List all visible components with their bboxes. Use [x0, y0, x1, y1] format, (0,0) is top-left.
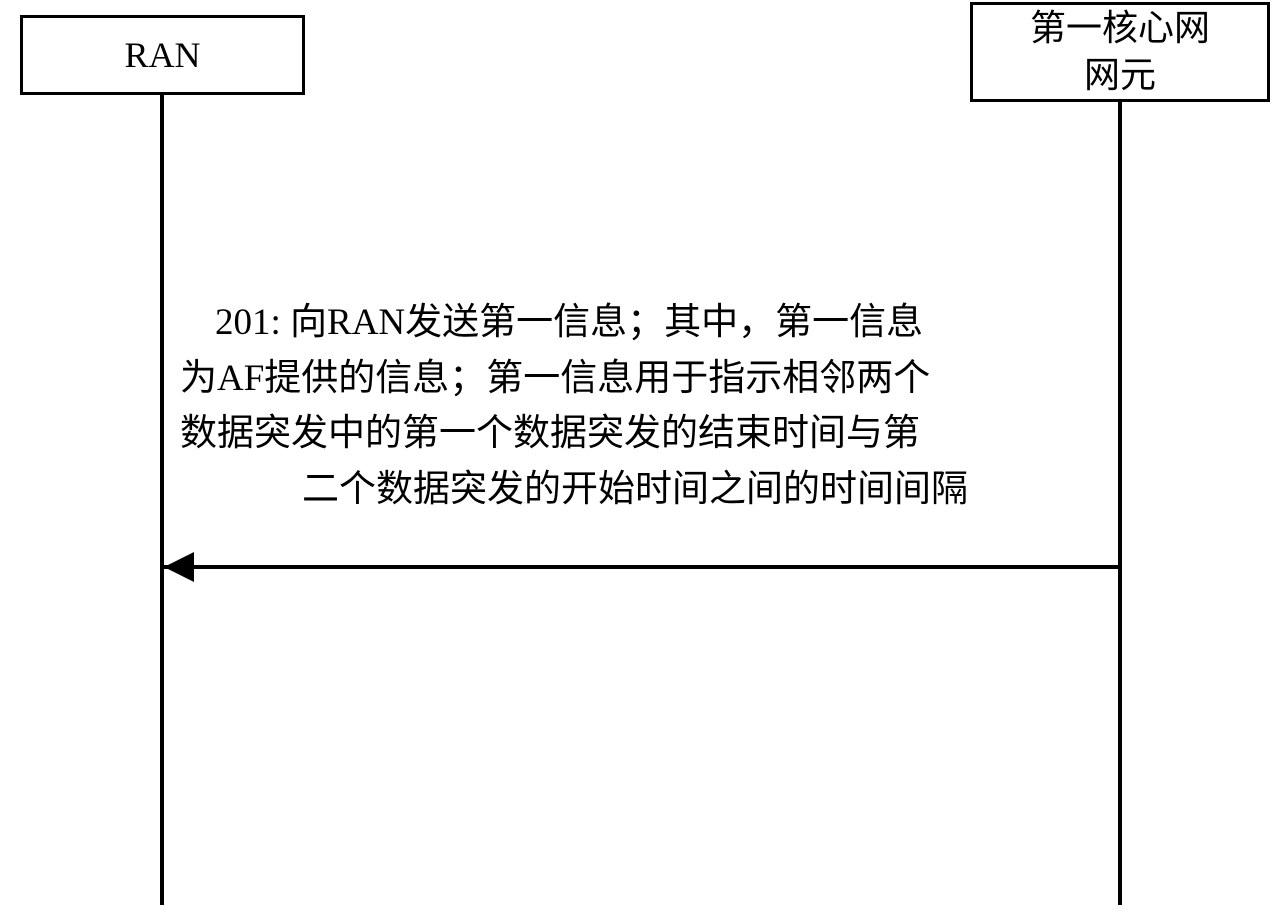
message-text-line4: 二个数据突发的开始时间之间的时间间隔 — [180, 462, 1090, 518]
actor-label-line2: 网元 — [1030, 52, 1210, 99]
actor-box-ran: RAN — [20, 15, 305, 95]
message-201-arrow-head — [164, 552, 194, 582]
message-text-line2: 为AF提供的信息；第一信息用于指示相邻两个 — [180, 351, 1090, 407]
actor-label-ran: RAN — [124, 34, 200, 76]
actor-box-core-network: 第一核心网 网元 — [970, 2, 1270, 102]
lifeline-core-network — [1118, 102, 1122, 905]
message-text-line3: 数据突发中的第一个数据突发的结束时间与第 — [180, 406, 1090, 462]
actor-label-core-network: 第一核心网 网元 — [1030, 5, 1210, 99]
message-201-arrow-line — [164, 565, 1118, 569]
actor-label-line1: 第一核心网 — [1030, 5, 1210, 52]
message-201-text: 201: 向RAN发送第一信息；其中，第一信息 为AF提供的信息；第一信息用于指… — [180, 295, 1090, 517]
message-text-line1: 201: 向RAN发送第一信息；其中，第一信息 — [180, 295, 1090, 351]
lifeline-ran — [160, 95, 164, 905]
